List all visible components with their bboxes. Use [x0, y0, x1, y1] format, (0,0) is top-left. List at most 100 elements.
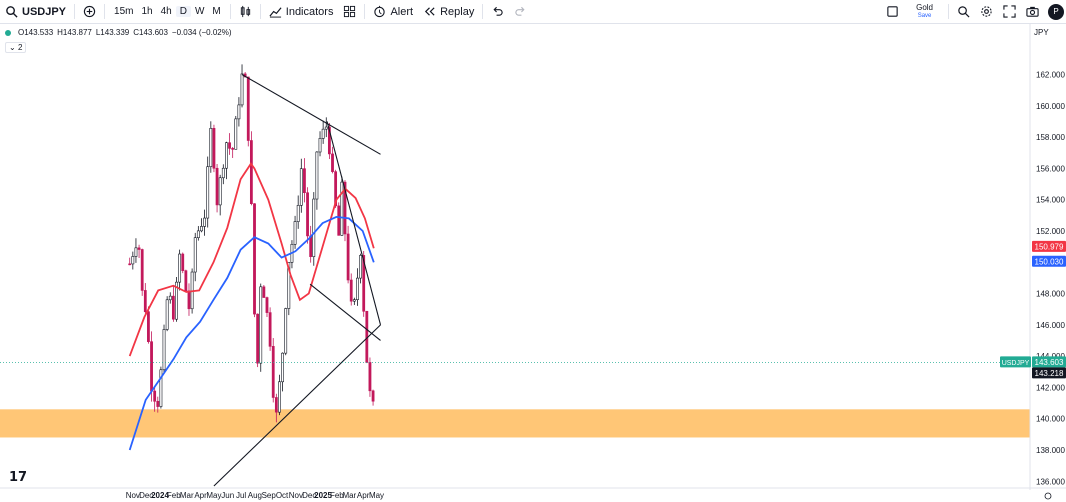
quick-search-button[interactable]	[952, 0, 975, 23]
candle-body	[140, 249, 144, 291]
settings-small-icon	[1044, 492, 1052, 500]
x-tick-label: May	[206, 491, 221, 500]
candle-body	[331, 153, 334, 172]
open-value: O143.533	[18, 28, 54, 37]
plus-circle-icon	[83, 5, 96, 18]
trendline	[326, 121, 382, 325]
alarm-clock-icon	[374, 5, 386, 18]
candle-body	[346, 233, 350, 281]
redo-icon	[515, 6, 525, 16]
y-tick-label: 152.000	[1036, 227, 1065, 236]
avatar: P	[1048, 3, 1064, 20]
y-tick-label: 162.000	[1036, 71, 1065, 80]
candle-body	[200, 226, 203, 232]
moving-average-line	[128, 162, 375, 357]
chart-type-button[interactable]	[234, 0, 257, 23]
symbol-name: USDJPY	[22, 5, 67, 18]
price-chart[interactable]: 162.000 160.000 158.000 156.000 154.000 152.0…	[0, 24, 1066, 502]
candle-body	[181, 253, 185, 271]
square-icon	[887, 6, 898, 17]
candle-body	[334, 171, 338, 207]
candle-body	[237, 104, 241, 120]
candle-body	[212, 128, 216, 169]
price-label-badge	[1032, 240, 1066, 252]
x-tick-label: Aug	[248, 491, 262, 500]
candle-body	[340, 181, 344, 236]
candle-body	[249, 140, 253, 204]
replay-label: Replay	[440, 5, 475, 18]
indicators-button[interactable]: Indicators	[264, 0, 339, 23]
fullscreen-button[interactable]	[998, 0, 1021, 23]
divider	[104, 4, 106, 19]
y-tick-label: 158.000	[1036, 133, 1065, 142]
y-tick-label: 140.000	[1036, 415, 1065, 424]
x-tick-label: Sep	[262, 491, 277, 500]
candle-body	[281, 352, 284, 383]
price-label-value: 143.218	[1035, 369, 1064, 378]
market-status-dot	[5, 29, 11, 36]
x-tick-label: Feb	[330, 491, 344, 500]
interval-m[interactable]: M	[212, 6, 221, 17]
candle-body	[215, 167, 219, 206]
price-label-value: 150.030	[1035, 257, 1064, 266]
price-labels-layer: 143.603 USDJPY 143.218 150.979 150.030	[1000, 240, 1066, 379]
replay-button[interactable]: Replay	[418, 0, 479, 23]
moving-averages-layer	[128, 162, 375, 451]
candle-body	[271, 346, 275, 398]
candle-body	[178, 253, 182, 283]
x-tick-label: Mar	[342, 491, 356, 500]
candle-body	[231, 148, 235, 150]
candle-body	[209, 128, 213, 168]
layout-title: Gold	[916, 2, 933, 12]
interval-1h[interactable]: 1h	[141, 6, 153, 17]
divider	[482, 4, 484, 19]
save-layout-button[interactable]: Gold Save	[904, 0, 945, 23]
candle-body	[187, 290, 191, 310]
candle-body	[153, 390, 157, 402]
profile-button[interactable]: P	[1044, 0, 1066, 23]
indicators-collapse-toggle[interactable]: ⌄ 2	[5, 42, 27, 53]
tradingview-logo-icon[interactable]: 17	[9, 470, 28, 485]
alert-button[interactable]: Alert	[368, 0, 418, 23]
candle-body	[193, 237, 197, 273]
zones-layer	[0, 409, 1030, 438]
camera-icon	[1026, 6, 1039, 17]
interval-15m[interactable]: 15m	[114, 6, 134, 17]
y-tick-label: 154.000	[1036, 196, 1065, 205]
candle-body	[327, 126, 331, 155]
undo-button[interactable]	[486, 0, 509, 23]
x-tick-label: 2024	[151, 491, 169, 500]
divider	[948, 4, 949, 19]
candle-body	[168, 295, 172, 301]
fullscreen-icon	[1003, 5, 1016, 18]
candle-body	[274, 397, 278, 413]
interval-w[interactable]: W	[194, 6, 205, 17]
candle-body	[203, 217, 206, 227]
interval-4h[interactable]: 4h	[160, 6, 172, 17]
currency-label[interactable]: JPY	[1034, 28, 1049, 37]
interval-d[interactable]: D	[175, 6, 191, 17]
redo-button[interactable]	[509, 0, 532, 23]
gear-icon	[981, 6, 992, 17]
low-value: L143.339	[95, 28, 130, 37]
candle-body	[312, 198, 316, 257]
templates-button[interactable]	[338, 0, 361, 23]
trendline	[241, 74, 381, 155]
candle-body	[315, 151, 319, 200]
candle-body	[218, 177, 222, 206]
symbol-search[interactable]: USDJPY	[0, 0, 71, 23]
candle-body	[368, 362, 372, 392]
y-tick-label: 148.000	[1036, 290, 1065, 299]
layout-button[interactable]	[881, 0, 904, 23]
candle-body	[343, 181, 347, 235]
candle-body	[143, 290, 147, 313]
snapshot-button[interactable]	[1021, 0, 1044, 23]
high-value: H143.877	[57, 28, 92, 37]
symbol-label-badge	[1000, 356, 1031, 368]
y-tick-label: 160.000	[1036, 102, 1065, 111]
compare-button[interactable]	[78, 0, 101, 23]
candle-body	[225, 142, 228, 169]
x-tick-label: Dec	[139, 491, 153, 500]
settings-button[interactable]	[975, 0, 998, 23]
